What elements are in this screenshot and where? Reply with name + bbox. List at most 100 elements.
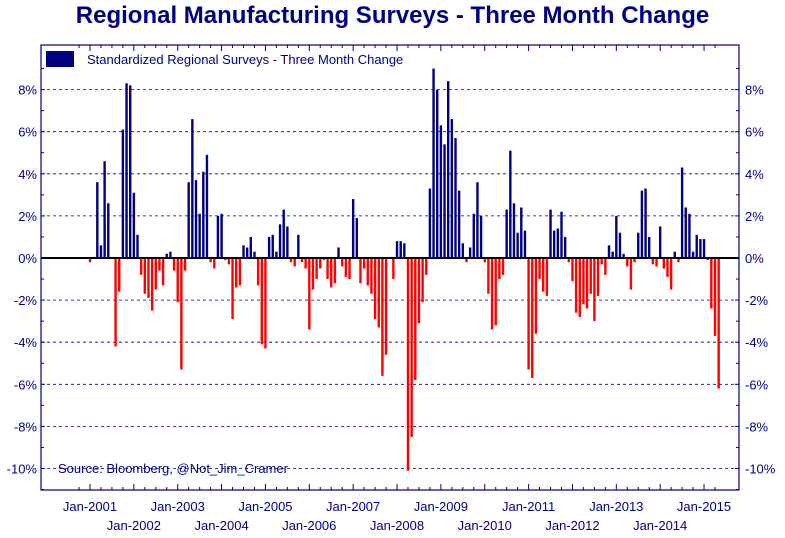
y-tick-label-left: 0% <box>18 251 37 266</box>
bar <box>377 258 380 328</box>
bar <box>180 258 183 370</box>
bar <box>256 258 260 286</box>
bar <box>702 239 706 259</box>
x-tick-label: Jan-2006 <box>282 518 336 533</box>
bar <box>589 258 592 294</box>
y-tick-label-right: 6% <box>745 125 764 140</box>
bars <box>88 68 720 471</box>
bar <box>132 192 136 259</box>
bar <box>99 245 103 258</box>
bar <box>658 226 662 259</box>
bar <box>615 215 618 258</box>
bar <box>220 213 223 258</box>
bar <box>644 188 647 258</box>
bar <box>523 230 527 258</box>
legend: Standardized Regional Surveys - Three Mo… <box>46 51 403 67</box>
bar <box>366 258 369 286</box>
bar <box>516 232 519 258</box>
bar <box>479 215 483 258</box>
bar <box>677 258 680 263</box>
bar <box>125 83 128 258</box>
bar <box>446 81 450 259</box>
bar <box>341 258 344 267</box>
bar <box>326 258 329 280</box>
bar <box>629 258 633 290</box>
bar <box>549 209 552 258</box>
bar <box>231 258 234 320</box>
bar <box>604 258 607 275</box>
bar <box>260 258 263 345</box>
bar <box>242 245 245 258</box>
bar <box>695 234 698 258</box>
x-tick-label: Jan-2012 <box>545 518 599 533</box>
bar <box>560 211 563 258</box>
bar <box>684 207 687 258</box>
bar <box>531 258 534 378</box>
bar <box>403 243 406 258</box>
bar <box>209 258 212 263</box>
y-tick-label-right: 4% <box>745 167 764 182</box>
bar <box>348 258 351 280</box>
bar <box>706 258 709 261</box>
bar <box>224 258 227 261</box>
bar <box>552 230 556 258</box>
bar <box>673 251 676 259</box>
bar <box>490 258 494 330</box>
x-tick-label: Jan-2010 <box>458 518 512 533</box>
y-tick-label-left: 6% <box>18 125 37 140</box>
bar <box>465 258 468 263</box>
bar <box>172 258 176 271</box>
bar <box>406 258 410 471</box>
bar <box>322 258 326 261</box>
bar <box>227 258 231 265</box>
y-tick-label-right: -2% <box>745 293 769 308</box>
bar <box>293 258 296 267</box>
bar <box>330 258 333 288</box>
y-tick-label-left: -10% <box>7 462 38 477</box>
bar <box>717 258 720 389</box>
bar <box>381 258 384 376</box>
bar <box>637 232 640 258</box>
bar <box>713 258 717 336</box>
bar <box>585 258 589 309</box>
bar <box>176 258 179 303</box>
bar <box>143 258 147 294</box>
legend-label: Standardized Regional Surveys - Three Mo… <box>87 52 403 67</box>
bar <box>666 258 669 277</box>
y-tick-label-right: -10% <box>745 462 776 477</box>
bar <box>315 258 318 280</box>
bar <box>691 251 695 259</box>
bar <box>414 258 417 381</box>
bar <box>183 258 187 271</box>
bar <box>571 258 574 282</box>
y-tick-label-left: 2% <box>18 209 37 224</box>
bar <box>476 182 479 258</box>
bar <box>103 161 106 258</box>
y-tick-label-left: -4% <box>14 335 38 350</box>
bar <box>194 180 198 259</box>
bar <box>567 258 570 263</box>
bar <box>362 258 366 269</box>
bar <box>640 190 644 258</box>
bar <box>600 258 603 265</box>
bar <box>439 125 443 258</box>
y-tick-label-right: -8% <box>745 419 769 434</box>
bar <box>351 199 355 258</box>
bar <box>633 258 636 263</box>
bar <box>136 234 139 258</box>
bar <box>187 182 190 258</box>
bar <box>417 258 421 324</box>
bar <box>304 258 307 269</box>
bar <box>487 258 490 294</box>
x-tick-label: Jan-2007 <box>326 499 380 514</box>
bar <box>238 258 242 286</box>
bar <box>384 258 388 355</box>
bar <box>319 258 322 269</box>
x-tick-label: Jan-2001 <box>63 499 117 514</box>
y-tick-label-right: -6% <box>745 377 769 392</box>
y-axis: 8% 8% 6% 6% 4% 4% 2% 2% 0% 0% -2% -2% -4% -4% -6% -6% -8… <box>7 68 776 491</box>
bar <box>505 209 508 258</box>
bar <box>483 258 486 263</box>
bar <box>410 258 413 437</box>
